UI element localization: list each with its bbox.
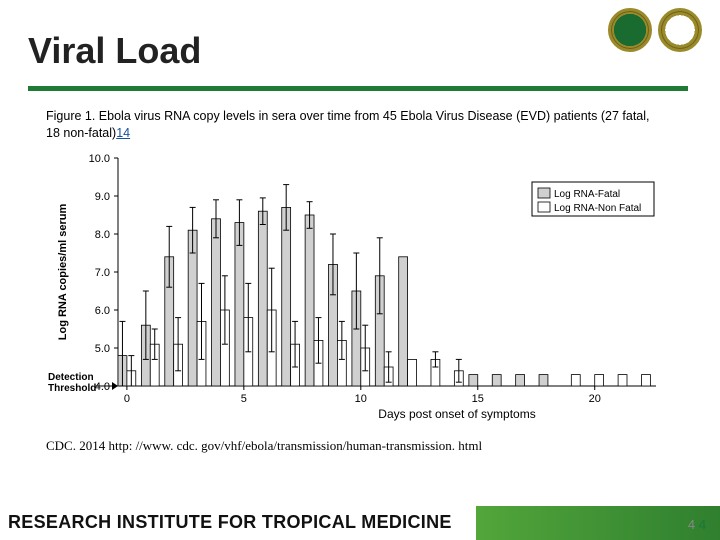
svg-text:Log RNA-Fatal: Log RNA-Fatal xyxy=(554,189,620,200)
ritm-logo-icon xyxy=(658,8,702,52)
svg-text:10.0: 10.0 xyxy=(89,153,110,165)
svg-text:8.0: 8.0 xyxy=(95,229,110,241)
page-title: Viral Load xyxy=(28,30,201,72)
footer-institute: RESEARCH INSTITUTE FOR TROPICAL MEDICINE xyxy=(0,506,476,540)
svg-text:0: 0 xyxy=(124,393,130,405)
page-number-value: 4 xyxy=(699,517,706,532)
svg-text:15: 15 xyxy=(472,393,484,405)
svg-text:10: 10 xyxy=(355,393,367,405)
logo-group xyxy=(608,8,702,52)
svg-text:20: 20 xyxy=(589,393,601,405)
caption-citation-ref: 14 xyxy=(116,126,130,140)
doh-logo-icon xyxy=(608,8,652,52)
svg-text:Days post onset of symptoms: Days post onset of symptoms xyxy=(378,407,535,421)
footer-gradient xyxy=(476,506,720,540)
title-rule xyxy=(28,86,688,91)
svg-text:9.0: 9.0 xyxy=(95,191,110,203)
viral-load-chart: 4.0 5.0 6.0 7.0 8.0 9.0 10.0 0 5 10 15 20 DetectionT… xyxy=(46,148,666,428)
source-citation: CDC. 2014 http: //www. cdc. gov/vhf/ebol… xyxy=(46,438,482,454)
footer-bar: RESEARCH INSTITUTE FOR TROPICAL MEDICINE xyxy=(0,506,720,540)
caption-text: Figure 1. Ebola virus RNA copy levels in… xyxy=(46,109,650,140)
svg-text:6.0: 6.0 xyxy=(95,305,110,317)
svg-text:Log RNA copies/ml serum: Log RNA copies/ml serum xyxy=(57,204,69,341)
slide: Viral Load Figure 1. Ebola virus RNA cop… xyxy=(0,0,720,540)
svg-text:5: 5 xyxy=(241,393,247,405)
svg-text:5.0: 5.0 xyxy=(95,343,110,355)
svg-text:Log RNA-Non Fatal: Log RNA-Non Fatal xyxy=(554,203,641,214)
svg-text:4.0: 4.0 xyxy=(95,381,110,393)
svg-text:Detection: Detection xyxy=(48,372,94,383)
page-number: 4 4 xyxy=(688,517,706,532)
svg-text:Threshold: Threshold xyxy=(48,383,96,394)
svg-text:7.0: 7.0 xyxy=(95,267,110,279)
figure-caption: Figure 1. Ebola virus RNA copy levels in… xyxy=(46,108,666,142)
